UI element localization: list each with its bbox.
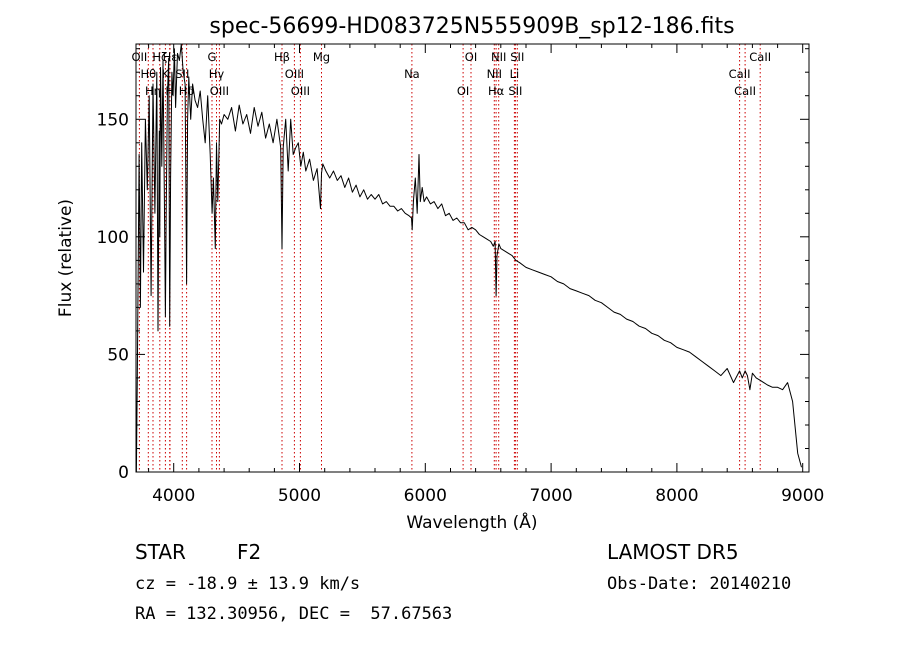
line-label-21: NII <box>491 50 506 64</box>
line-label-20: Hα <box>488 84 505 98</box>
x-tick-label-5: 9000 <box>781 486 824 506</box>
line-label-13: OIII <box>285 67 304 81</box>
line-label-25: CaII <box>729 67 751 81</box>
line-label-17: OI <box>457 84 469 98</box>
line-label-24: SII <box>510 50 524 64</box>
axes: 4000 5000 6000 7000 8000 9000 0 50 100 150 <box>97 44 824 506</box>
redshift-cz: cz = -18.9 ± 13.9 km/s <box>135 574 361 594</box>
x-axis-label: Wavelength (Å) <box>406 511 537 533</box>
line-label-19: NII <box>487 67 502 81</box>
coordinates: RA = 132.30956, DEC = 57.67563 <box>135 604 453 624</box>
survey-release: LAMOST DR5 <box>607 540 739 564</box>
line-label-0: OII <box>131 50 147 64</box>
line-label-23: SII <box>508 84 522 98</box>
object-class: STAR <box>135 540 186 564</box>
line-label-9: G <box>208 50 217 64</box>
y-tick-label-3: 150 <box>97 110 129 130</box>
x-tick-label-4: 8000 <box>655 486 698 506</box>
line-label-22: Li <box>510 67 520 81</box>
line-label-8: Hδ <box>179 84 195 98</box>
line-label-15: Mg <box>313 50 330 64</box>
x-tick-label-3: 7000 <box>529 486 572 506</box>
y-tick-label-0: 0 <box>118 463 129 483</box>
line-label-1: Hθ <box>140 67 156 81</box>
line-label-16: Na <box>404 67 420 81</box>
y-axis-label: Flux (relative) <box>56 199 76 317</box>
y-tick-label-1: 50 <box>107 345 129 365</box>
line-label-11: OIII <box>210 84 229 98</box>
line-markers <box>138 44 761 472</box>
x-tick-label-1: 5000 <box>278 486 321 506</box>
chart-title: spec-56699-HD083725N555909B_sp12-186.fit… <box>209 14 734 39</box>
line-label-12: Hβ <box>274 50 290 64</box>
plot-area <box>135 43 802 473</box>
line-label-27: CaII <box>749 50 771 64</box>
line-label-5: H <box>165 84 174 98</box>
x-tick-label-2: 6000 <box>404 486 447 506</box>
line-label-4: K <box>162 67 170 81</box>
line-label-14: OIII <box>291 84 310 98</box>
line-label-10: Hγ <box>209 67 225 81</box>
line-label-3: Hζ <box>152 50 167 64</box>
y-tick-label-2: 100 <box>97 228 129 248</box>
line-label-18: OI <box>465 50 477 64</box>
line-labels: OIIHθHηHζKHHεSIIHδGHγOIIIHβOIIIOIIIMgNaO… <box>131 50 771 98</box>
spectrum-line <box>135 43 802 473</box>
line-label-26: CaII <box>734 84 756 98</box>
line-label-7: SII <box>175 67 189 81</box>
object-subclass: F2 <box>237 540 262 564</box>
observation-date: Obs-Date: 20140210 <box>607 574 792 594</box>
plot-frame <box>135 43 810 473</box>
line-label-6: Hε <box>163 50 178 64</box>
x-tick-label-0: 4000 <box>152 486 195 506</box>
